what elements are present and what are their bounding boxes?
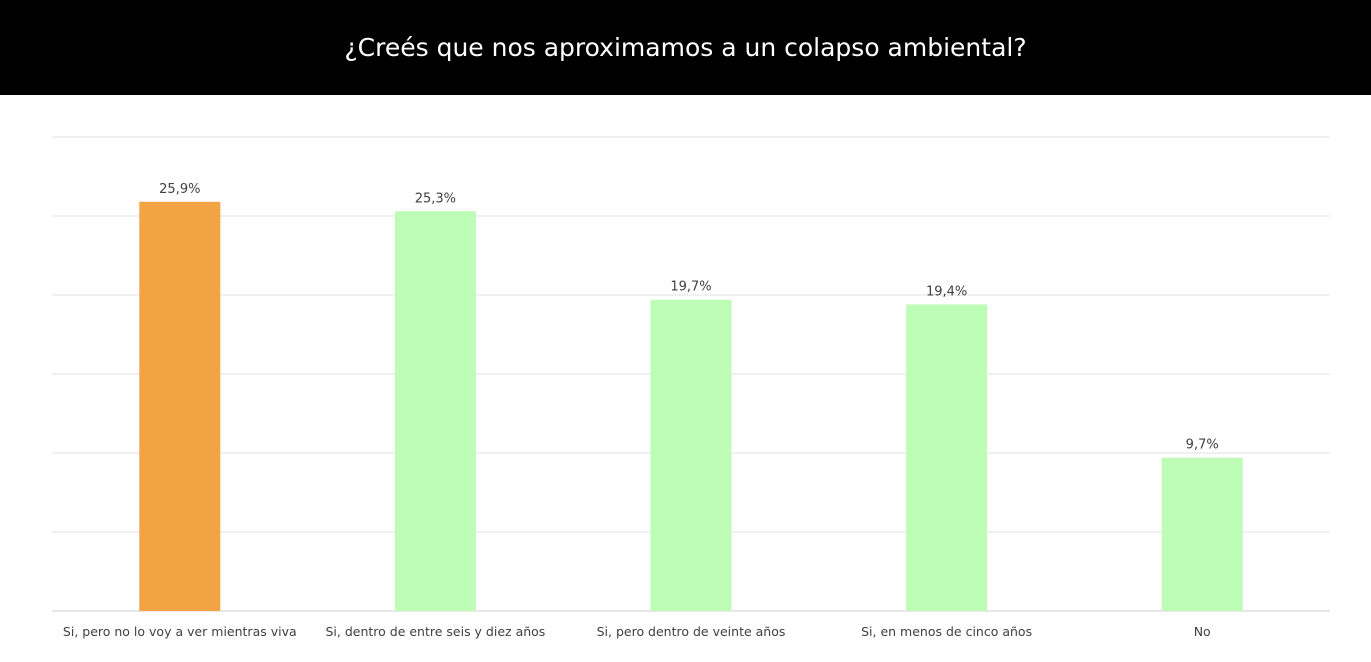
data-label: 25,9% [159,182,200,197]
category-label: Si, dentro de entre seis y diez años [325,624,545,639]
data-label: 19,4% [926,284,967,299]
bar [139,201,221,611]
chart-title: ¿Creés que nos aproximamos a un colapso … [344,33,1027,62]
category-label: Si, pero dentro de veinte años [597,624,786,639]
bar [394,211,476,611]
data-label: 19,7% [670,280,711,295]
category-label: No [1194,624,1211,639]
category-label: Si, en menos de cinco años [861,624,1032,639]
data-label: 25,3% [415,191,456,206]
bar [906,304,988,611]
title-bar: ¿Creés que nos aproximamos a un colapso … [0,0,1371,95]
bar [650,299,732,611]
category-label: Si, pero no lo voy a ver mientras viva [63,624,297,639]
bar [1161,457,1243,611]
data-label: 9,7% [1186,438,1219,453]
